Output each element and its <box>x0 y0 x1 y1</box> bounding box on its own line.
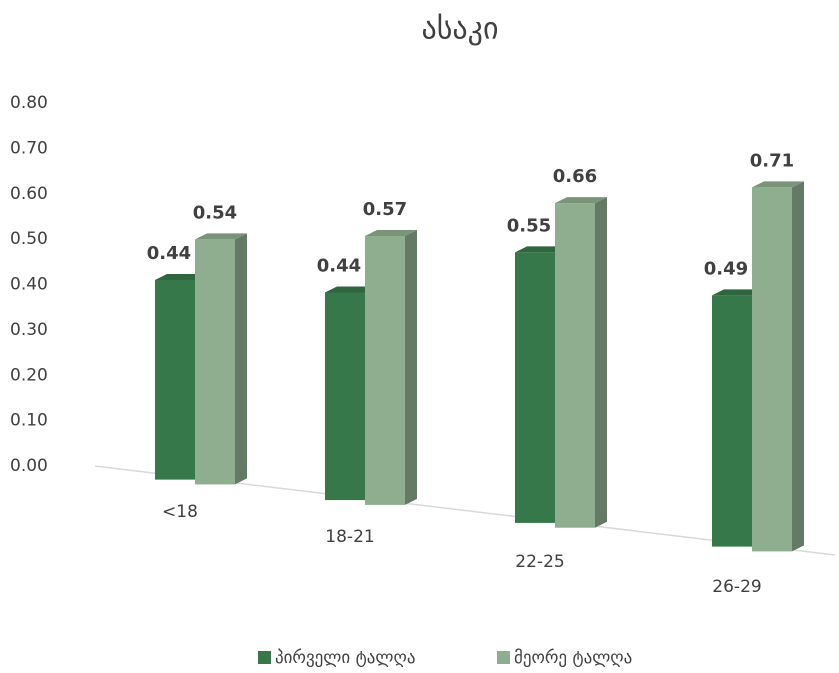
value-label: 0.44 <box>147 243 191 264</box>
bar-side <box>405 229 417 505</box>
value-label: 0.44 <box>317 255 361 276</box>
value-label: 0.57 <box>363 199 407 220</box>
y-tick-label: 0.20 <box>10 365 48 385</box>
y-tick-label: 0.80 <box>10 93 48 113</box>
bar <box>155 279 195 480</box>
value-label: 0.66 <box>553 166 597 187</box>
y-tick-label: 0.40 <box>10 275 48 295</box>
bar <box>515 252 555 523</box>
x-tick-label: 18-21 <box>325 527 374 547</box>
bar-top <box>555 197 607 204</box>
x-tick-label: 22-25 <box>515 552 564 572</box>
bar-side <box>792 181 804 552</box>
value-label: 0.49 <box>704 258 748 279</box>
bar-top <box>365 229 417 236</box>
bar-top <box>325 286 377 293</box>
legend-label: პირველი ტალღა <box>275 648 415 668</box>
value-label: 0.55 <box>507 215 551 236</box>
value-label: 0.54 <box>193 202 237 223</box>
x-tick-label: <18 <box>162 502 198 522</box>
y-tick-label: 0.50 <box>10 229 48 249</box>
bar-side <box>595 197 607 528</box>
bar-top <box>752 181 804 188</box>
bar <box>365 235 405 505</box>
bar <box>195 239 235 485</box>
y-tick-label: 0.60 <box>10 184 48 204</box>
value-label: 0.71 <box>750 150 794 171</box>
bar-top <box>195 233 247 240</box>
bar <box>712 295 752 547</box>
legend-swatch <box>258 651 271 664</box>
chart-title: ასაკი <box>422 12 499 47</box>
legend-label: მეორე ტალღა <box>514 648 632 668</box>
bar-top <box>515 246 567 253</box>
bar-top <box>155 273 207 280</box>
x-tick-label: 26-29 <box>712 577 761 597</box>
y-tick-label: 0.00 <box>10 456 48 476</box>
legend-swatch <box>497 651 510 664</box>
bar <box>325 292 365 501</box>
bar-top <box>712 289 764 296</box>
bar-side <box>235 233 247 485</box>
y-tick-label: 0.10 <box>10 411 48 431</box>
bar <box>555 203 595 528</box>
bar <box>752 187 792 552</box>
y-tick-label: 0.30 <box>10 320 48 340</box>
y-tick-label: 0.70 <box>10 138 48 158</box>
